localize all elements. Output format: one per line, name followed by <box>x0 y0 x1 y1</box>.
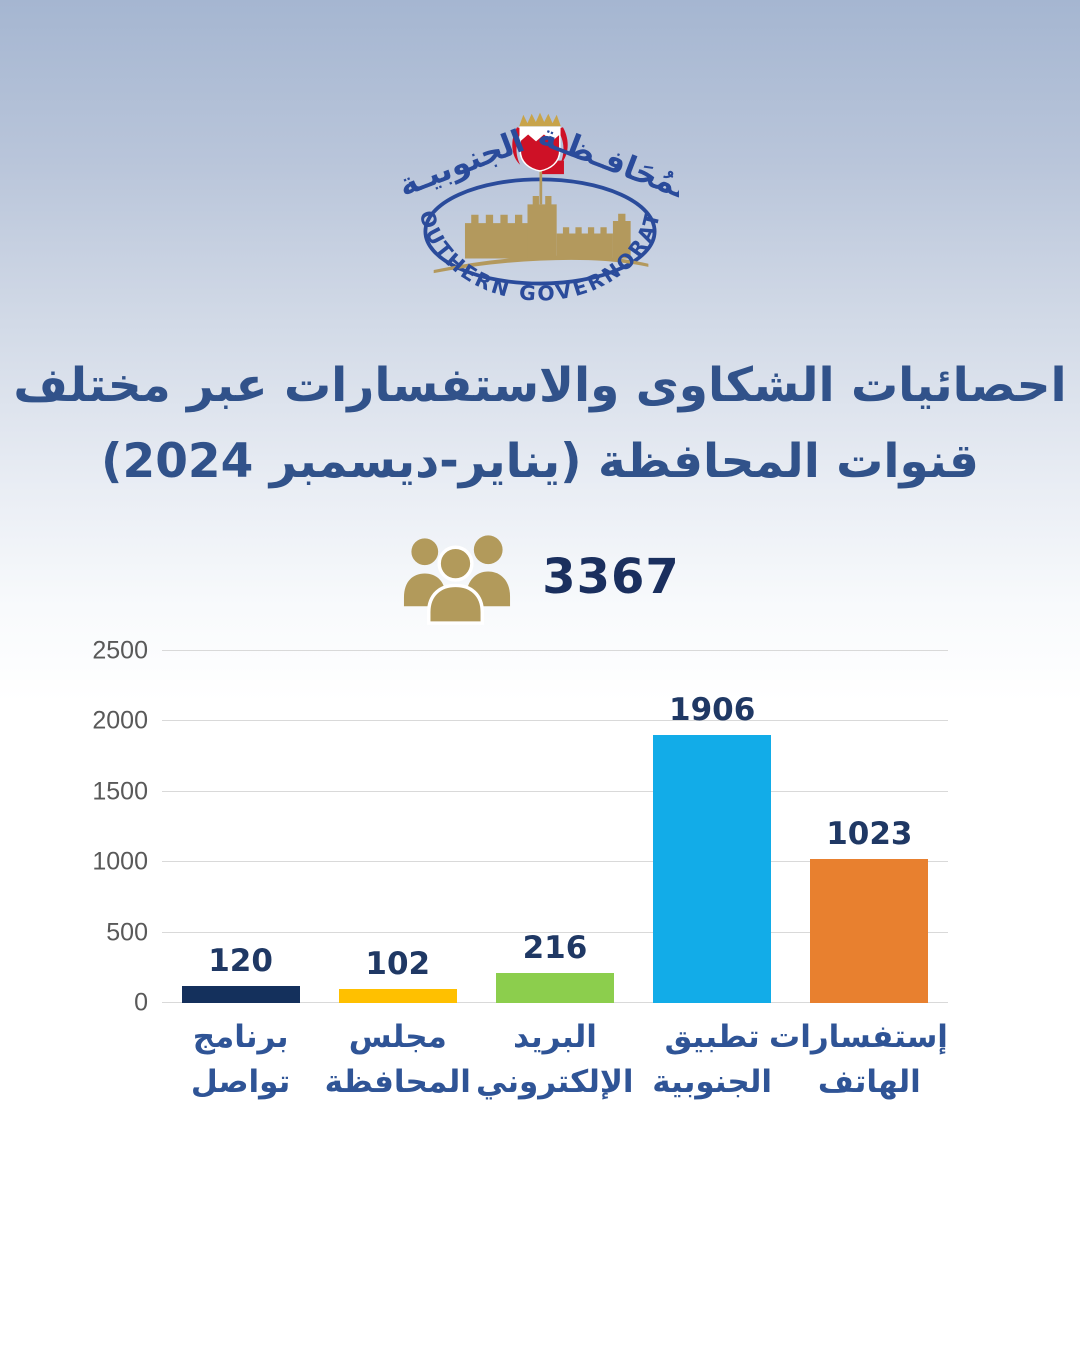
category-label-line: إستفسارات <box>769 1019 948 1055</box>
bar-group-0: 120 <box>162 651 319 1003</box>
category-label-line: الإلكتروني <box>475 1063 634 1100</box>
gridline-2000 <box>162 720 948 722</box>
fort-icon <box>433 160 649 274</box>
bar-value-label-4: 1023 <box>826 815 913 852</box>
y-tick-0: 0 <box>134 988 148 1017</box>
y-tick-2000: 2000 <box>92 706 148 735</box>
bahrain-crest-icon <box>512 112 568 172</box>
y-axis: 0 500 1000 1500 2000 2500 <box>92 637 162 1017</box>
bar-group-4: 1023 <box>791 651 948 1003</box>
category-label-line: البريد <box>513 1019 597 1055</box>
plot-area: 120 102 216 1906 1023 <box>162 650 948 1003</box>
bar-value-label-2: 216 <box>522 929 588 966</box>
gridline-2500 <box>162 650 948 651</box>
bar-group-2: 216 <box>476 651 633 1003</box>
y-tick-2500: 2500 <box>92 636 148 665</box>
bar-group-1: 102 <box>319 651 476 1003</box>
y-tick-1000: 1000 <box>92 847 148 876</box>
bar-value-label-1: 102 <box>365 945 431 982</box>
page-title-line1: احصائيات الشكاوى والاستفسارات عبر مختلف <box>13 358 1067 413</box>
logo-svg: المُحَافـظـة الجنوبيـة SOUTHERN GOVERNOR… <box>401 96 679 306</box>
southern-governorate-logo: المُحَافـظـة الجنوبيـة SOUTHERN GOVERNOR… <box>401 96 679 344</box>
category-label-2: البريد الإلكتروني <box>475 1015 634 1105</box>
x-labels-row: برنامج تواصل مجلس المحافظة البريد الإلكتروني ت… <box>162 1015 948 1105</box>
total-value: 3367 <box>542 549 680 605</box>
category-label-line: المحافظة <box>324 1063 471 1100</box>
page-title: احصائيات الشكاوى والاستفسارات عبر مختلف … <box>0 348 1080 500</box>
category-label-line: تواصل <box>190 1063 291 1100</box>
gridline-1000 <box>162 861 948 863</box>
category-label-0: برنامج تواصل <box>162 1015 319 1105</box>
page-title-line2: قنوات المحافظة (يناير-ديسمبر 2024) <box>101 434 979 489</box>
bars-row: 120 102 216 1906 1023 <box>162 651 948 1003</box>
category-label-4: إستفسارات الهاتف <box>769 1015 948 1105</box>
bar-chart: 0 500 1000 1500 2000 2500 120 102 216 1906 1023 ب… <box>92 637 948 1105</box>
bar-value-label-3: 1906 <box>669 691 756 728</box>
bar-3 <box>653 734 772 1003</box>
total-stat: 3367 <box>0 528 1080 626</box>
y-tick-1500: 1500 <box>92 777 148 806</box>
bar-value-label-0: 120 <box>208 943 273 980</box>
category-label-line: الجنوبية <box>652 1063 773 1100</box>
bar-group-3: 1906 <box>634 651 791 1003</box>
bar-4 <box>810 858 929 1003</box>
y-tick-500: 500 <box>106 918 148 947</box>
chart-grid: 0 500 1000 1500 2000 2500 120 102 216 1906 1023 <box>92 637 948 1017</box>
category-label-line: تطبيق <box>664 1019 760 1055</box>
bar-1 <box>338 988 457 1003</box>
category-label-line: برنامج <box>192 1019 289 1055</box>
gridline-500 <box>162 931 948 933</box>
category-label-3: تطبيق الجنوبية <box>634 1015 791 1105</box>
category-label-1: مجلس المحافظة <box>319 1015 476 1105</box>
bar-2 <box>496 972 614 1003</box>
bar-0 <box>181 986 300 1003</box>
category-label-line: الهاتف <box>817 1063 921 1100</box>
people-group-icon <box>404 535 511 625</box>
category-label-line: مجلس <box>348 1019 447 1055</box>
gridline-1500 <box>162 790 948 792</box>
